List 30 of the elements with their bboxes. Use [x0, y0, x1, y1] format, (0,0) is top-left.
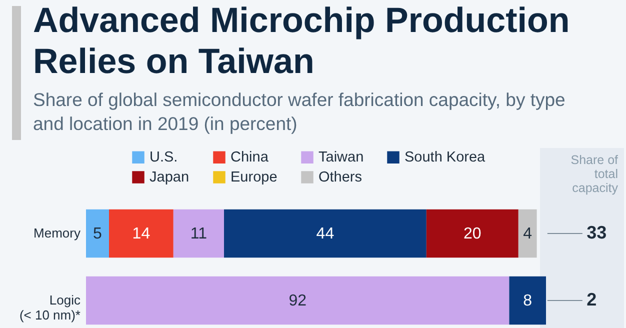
text: Share of total capacity — [570, 153, 618, 195]
chart-title: Advanced Microchip Production Relies on Taiwan — [33, 0, 571, 82]
legend-label: Europe — [230, 169, 278, 186]
data-label: 92 — [288, 292, 307, 310]
bar — [224, 209, 426, 258]
y-tick-label: Logic (< 10 nm)* — [19, 292, 81, 323]
data-label: 8 — [523, 292, 532, 310]
bar — [109, 209, 174, 258]
legend-label: Taiwan — [318, 149, 364, 166]
data-label: 11 — [190, 225, 208, 242]
legend-label: Others — [318, 169, 362, 186]
legend-label: China — [230, 149, 270, 166]
data-label: 4 — [523, 225, 532, 242]
data-label: 14 — [132, 225, 150, 242]
legend-label: Japan — [150, 169, 190, 186]
chart-subtitle: Share of global semiconductor wafer fabrication capacity, by type and location in 2019 (in percent) — [33, 88, 566, 136]
text: 2 — [586, 290, 597, 310]
bar — [173, 209, 224, 258]
text: 33 — [586, 222, 607, 242]
bar — [86, 209, 109, 258]
bar — [518, 209, 537, 258]
legend-label: South Korea — [404, 149, 486, 166]
bar — [509, 276, 546, 325]
data-label: 5 — [93, 225, 102, 242]
bar — [426, 209, 518, 258]
data-label: 20 — [464, 225, 482, 242]
legend-label: U.S. — [150, 149, 178, 166]
data-label: 44 — [316, 225, 334, 242]
y-tick-label: Memory — [34, 225, 81, 240]
bar — [86, 276, 510, 325]
